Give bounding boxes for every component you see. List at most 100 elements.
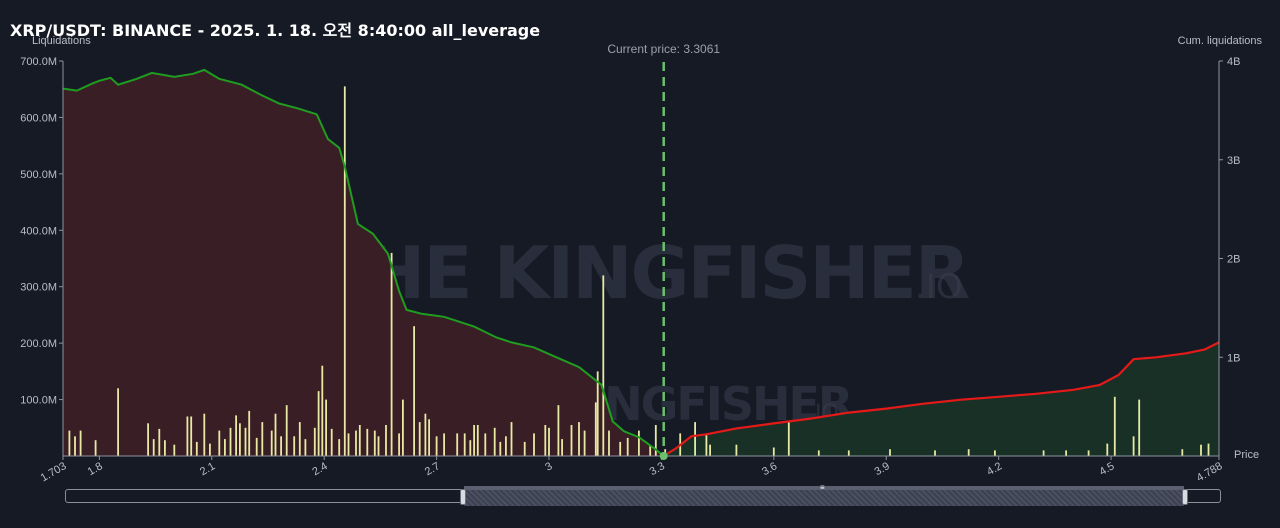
x-tick-label: 3 [543,460,554,473]
liquidation-bar [583,430,586,456]
x-axis-label: Price [1234,449,1259,461]
liquidation-bar [239,423,241,456]
x-tick-label: 4.2 [985,460,1004,478]
x-tick-label: 2.4 [310,460,329,478]
liquidation-bar [484,433,487,456]
liquidation-bar [428,419,430,456]
liquidation-bar [209,443,211,456]
liquidation-bar [1138,399,1141,456]
liquidation-bar [218,430,221,456]
y2-axis-label: Cum. liquidations [1178,35,1263,47]
liquidation-bar [152,439,155,456]
liquidation-bar [994,450,996,456]
liquidation-bar [355,430,357,456]
liquidation-bar [173,444,176,456]
liquidation-bar [424,413,427,456]
current-price-dot [659,452,668,460]
liquidation-bar [321,365,324,456]
y-tick-label: 700.0M [20,56,57,68]
liquidation-bar [366,428,369,456]
liquidation-bar [578,422,580,456]
liquidation-bar [203,413,206,456]
liquidation-bar [313,427,316,456]
long-cumulative-area [663,342,1219,456]
liquidation-bar [638,430,640,456]
cumulative-lines [62,68,1220,457]
liquidation-bar [261,422,264,456]
x-tick-label: 2.1 [198,460,217,478]
y-axis-label: Liquidations [32,35,91,47]
range-slider-right-handle[interactable] [1182,489,1188,505]
liquidation-bar [557,405,560,456]
liquidation-bar [548,427,550,456]
cumulative-areas [63,69,1219,457]
y-tick-label: 400.0M [20,225,57,237]
liquidation-bar [224,439,226,456]
liquidation-bar [402,399,404,456]
x-tick-label: 1.703 [39,460,69,484]
liquidation-bar [435,436,438,457]
liquidation-bar [456,433,459,456]
liquidation-bar [79,430,82,456]
liquidation-bar [570,425,573,456]
x-tick-label: 3.3 [648,460,667,478]
liquidation-bar [304,439,307,456]
liquidation-bar [735,444,738,456]
liquidation-bar [343,86,346,457]
long-cumulative-line [663,341,1220,457]
liquidation-bar [510,422,513,456]
y2-tick-label: 3B [1227,155,1240,167]
liquidation-bar [473,425,475,456]
liquidation-bar [1065,450,1067,456]
liquidation-bar [602,275,605,456]
y2-tick-label: 1B [1227,352,1240,364]
liquidation-bar [787,422,790,456]
liquidation-bar [248,410,251,456]
liquidation-bar [390,252,393,456]
liquidation-bar [413,326,415,456]
range-slider-left-handle[interactable] [460,489,466,505]
x-tick-label: 2.7 [423,460,442,478]
liquidation-bar [1042,450,1045,456]
liquidation-bar [594,402,597,456]
liquidation-bar [1200,444,1202,456]
liquidation-bar [298,422,301,456]
liquidation-bar [934,450,936,456]
liquidation-bar [147,423,149,456]
current-price-marker: Current price: 3.3061 [607,42,720,460]
range-slider-window[interactable]: ≡ [460,483,1188,506]
liquidation-bar [694,422,696,456]
liquidation-bar [505,436,507,457]
current-price-label: Current price: 3.3061 [607,42,720,56]
range-slider-grip-icon[interactable]: ≡ [820,483,825,492]
liquidation-bar [280,436,282,457]
liquidation-bar [190,416,193,456]
y-tick-label: 300.0M [20,282,57,294]
liquidation-bar [347,433,350,456]
liquidation-bar [358,425,361,456]
liquidation-bar [385,425,387,456]
range-slider[interactable]: ≡ [65,483,1221,506]
liquidation-bar [561,439,563,456]
y-axis-ticks: 100.0M 200.0M 300.0M 400.0M 500.0M 600.0M 700.… [20,56,63,407]
liquidation-bar [1132,436,1135,457]
liquidation-bar [469,440,472,456]
x-tick-label: 1.8 [86,460,105,478]
liquidation-bar [164,440,166,456]
liquidation-bar [772,447,775,456]
liquidation-bar [654,425,657,456]
liquidation-bar [418,422,421,456]
x-tick-label: 3.9 [873,460,892,478]
liquidation-bar [94,440,97,456]
liquidation-bar [463,433,466,456]
liquidation-bar [1181,449,1184,456]
liquidation-bar [330,428,333,456]
y2-axis-ticks: 1B 2B 3B 4B [1219,56,1240,364]
liquidation-bar [649,445,652,456]
liquidation-bar [1087,450,1090,456]
liquidation-bar [847,450,850,456]
liquidation-bar [967,449,970,456]
liquidation-bar [544,425,547,456]
liquidation-bar [377,436,380,457]
